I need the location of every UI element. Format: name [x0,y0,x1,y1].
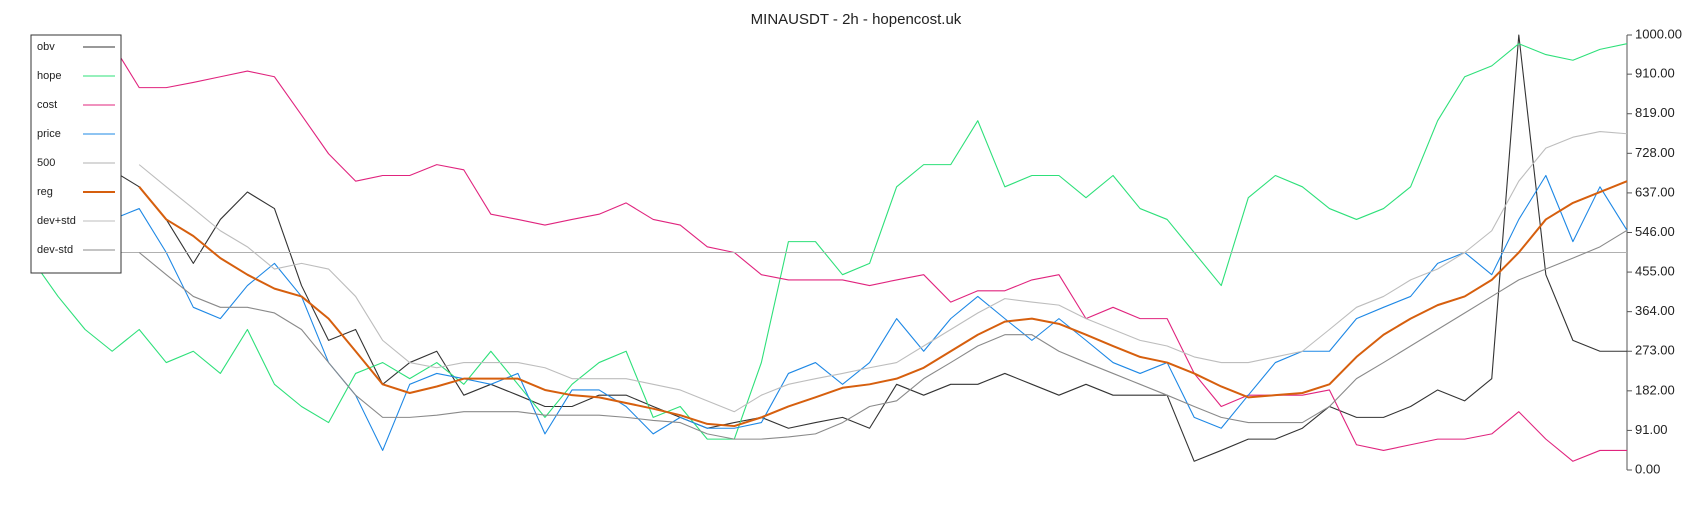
series-line [138,180,1628,428]
y-tick-label: 182.00 [1635,382,1675,397]
legend-label: 500 [37,157,55,169]
legend-label: reg [37,186,53,198]
series-line [138,131,1628,413]
y-tick-label: 91.00 [1635,422,1668,437]
series-line [111,34,1627,462]
legend-label: cost [37,99,57,111]
series-line [111,43,1627,462]
y-tick-label: 728.00 [1635,145,1675,160]
y-tick-label: 0.00 [1635,461,1660,476]
legend-label: price [37,128,61,140]
y-tick-label: 910.00 [1635,66,1675,81]
y-tick-label: 455.00 [1635,264,1675,279]
y-tick-label: 546.00 [1635,224,1675,239]
chart-title: MINAUSDT - 2h - hopencost.uk [751,11,962,28]
series-line [30,43,1628,440]
legend-label: dev-std [37,244,73,256]
y-tick-label: 1000.00 [1635,26,1682,41]
y-tick-label: 364.00 [1635,303,1675,318]
y-tick-label: 273.00 [1635,343,1675,358]
legend-label: hope [37,70,61,82]
series-line [111,174,1628,451]
y-tick-label: 819.00 [1635,105,1675,120]
legend-label: dev+std [37,215,76,227]
legend: obv hope cost price 500 reg dev+std dev-std [30,34,122,274]
legend-box [30,34,122,274]
y-tick-label: 637.00 [1635,184,1675,199]
legend-label: obv [37,41,55,53]
series-line [138,229,1628,440]
